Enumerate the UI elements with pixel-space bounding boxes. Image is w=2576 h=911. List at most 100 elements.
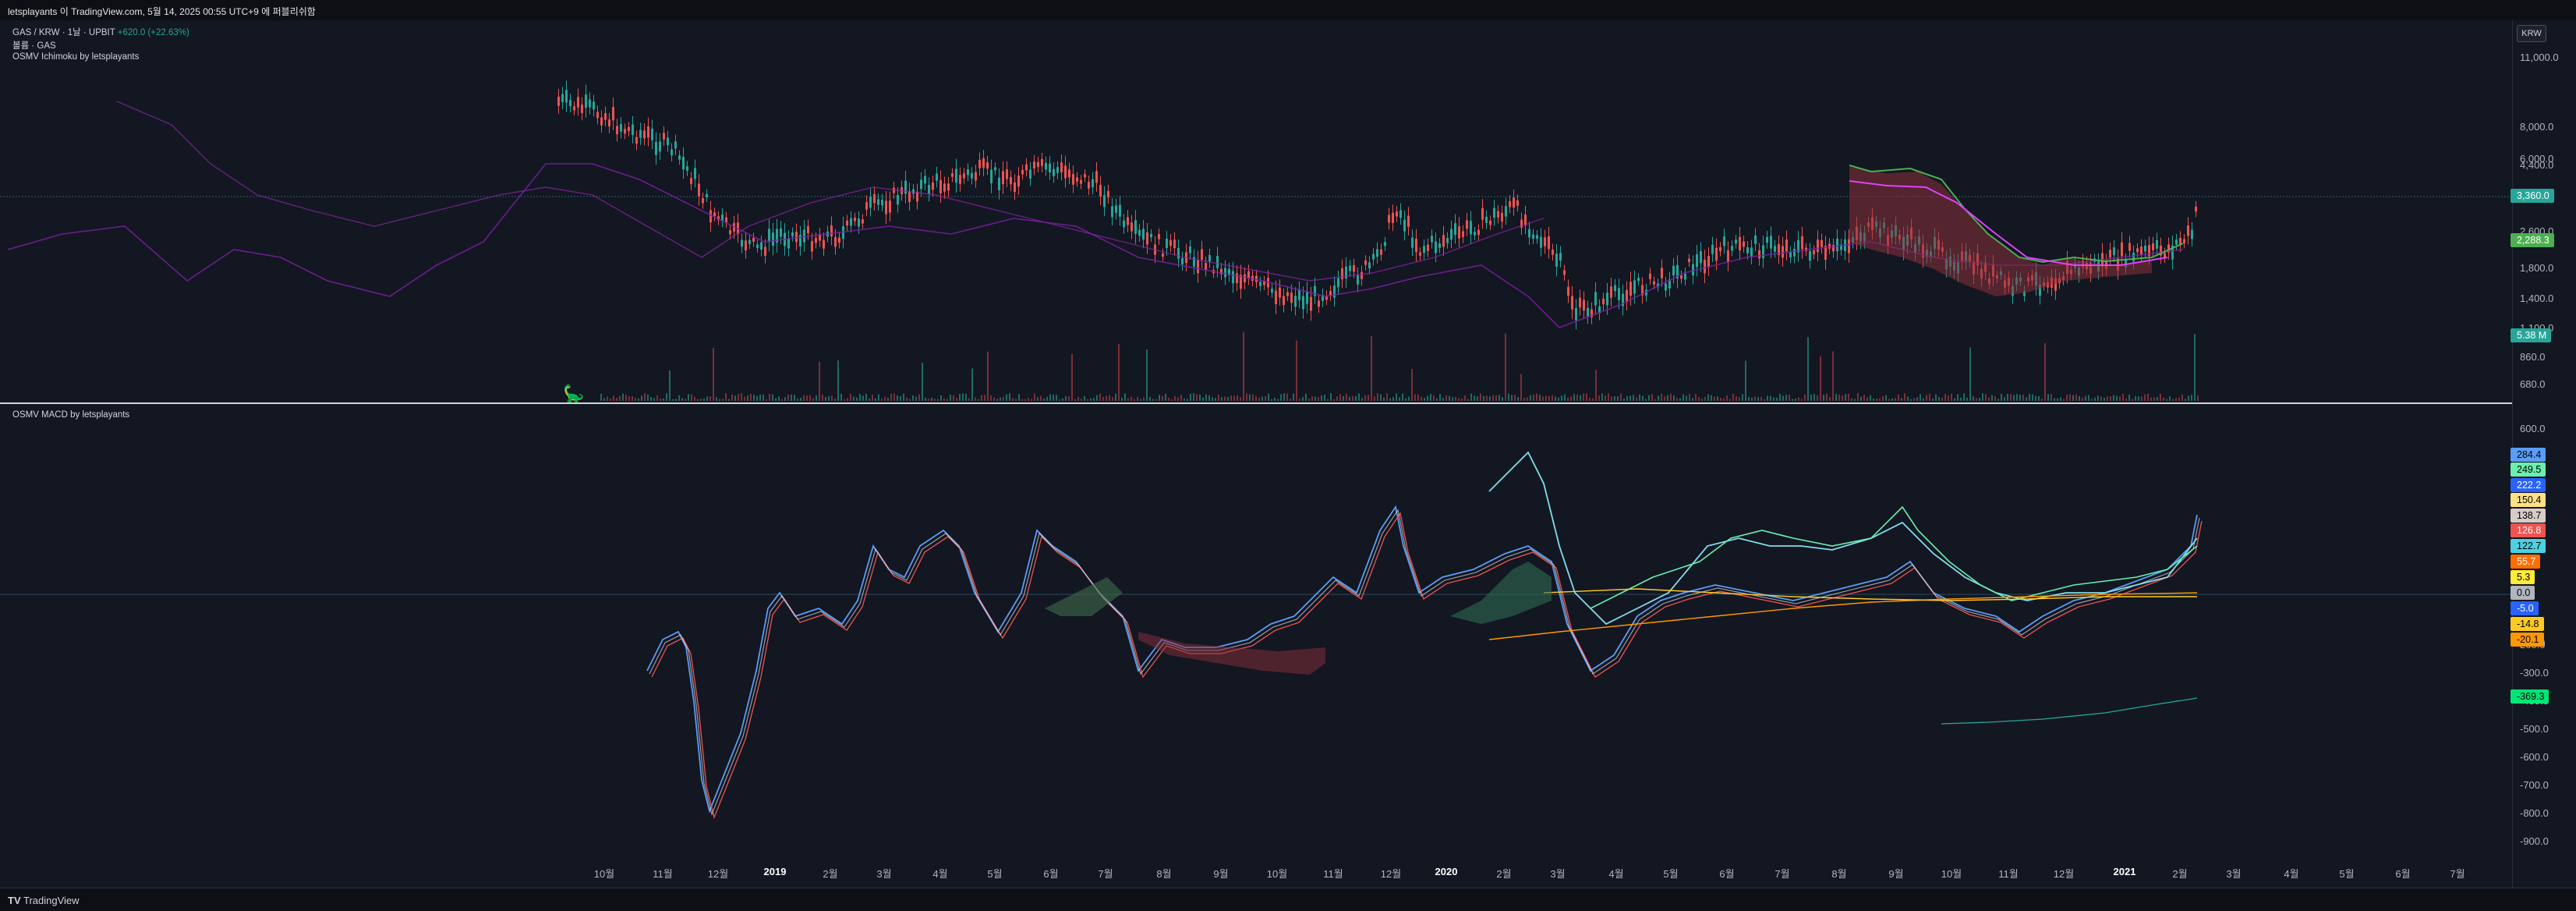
volume-bar — [2141, 396, 2143, 401]
volume-bar — [1938, 397, 1940, 401]
candle-body — [854, 218, 856, 222]
candle-body — [2132, 253, 2135, 262]
volume-legend[interactable]: 볼륨 · GAS — [12, 41, 56, 51]
candle-body — [963, 173, 965, 179]
volume-bar — [2010, 394, 2012, 401]
candle-body — [1228, 268, 1230, 275]
volume-bar — [1642, 395, 1644, 401]
candle-body — [1661, 268, 1663, 278]
volume-bar — [1392, 396, 1394, 401]
volume-bar — [1935, 394, 1937, 401]
pane-divider[interactable] — [0, 402, 2512, 404]
volume-bar — [1592, 398, 1594, 401]
candle-body — [1782, 246, 1784, 258]
time-axis-label: 6월 — [1043, 868, 1059, 880]
volume-bar — [1948, 395, 1949, 401]
volume-bar — [1159, 395, 1160, 401]
volume-bar — [990, 395, 992, 401]
volume-bar — [1614, 396, 1615, 401]
candle-body — [1828, 243, 1831, 249]
candle-body — [1060, 162, 1063, 172]
macd-legend[interactable]: OSMV MACD by letsplayants — [12, 410, 130, 420]
candle-body — [1189, 246, 1191, 253]
volume-bar — [647, 394, 649, 401]
volume-bar — [1361, 398, 1363, 401]
candle-body — [1072, 174, 1074, 185]
macd-axis-label: -600.0 — [2520, 751, 2549, 763]
volume-bar — [1237, 395, 1238, 401]
candle-body — [951, 173, 954, 177]
candle-body — [1049, 163, 1051, 172]
macd-fast-line — [649, 509, 2200, 816]
volume-bar — [906, 397, 908, 401]
volume-bar — [1003, 396, 1004, 401]
volume-bar — [697, 399, 699, 401]
publish-caption: letsplayants 이 TradingView.com, 5월 14, 2… — [8, 6, 316, 17]
volume-bar — [1701, 399, 1703, 401]
candle-body — [678, 155, 681, 160]
volume-bar — [1901, 398, 1902, 401]
macd-histogram-positive — [1450, 562, 1552, 624]
currency-selector[interactable]: KRW — [2517, 25, 2546, 42]
slow-orange-line — [1488, 592, 2198, 640]
volume-bar — [2047, 394, 2049, 401]
candle-body — [2179, 238, 2181, 246]
candle-body — [1462, 231, 1464, 237]
candle-body — [912, 189, 915, 194]
volume-bar — [1015, 399, 1017, 401]
candle-body — [635, 136, 638, 144]
volume-bar — [1283, 393, 1285, 401]
volume-bar — [1031, 399, 1032, 401]
volume-bar — [1180, 395, 1182, 401]
candle-body — [1602, 298, 1605, 305]
volume-bar — [1979, 398, 1980, 401]
volume-bar — [2019, 395, 2021, 401]
volume-bar — [775, 398, 777, 401]
candle-body — [1505, 206, 1507, 217]
volume-bar — [1658, 395, 1659, 401]
candle-body — [1727, 250, 1729, 263]
volume-bar — [700, 398, 702, 401]
volume-bar — [1040, 395, 1042, 401]
volume-bar — [716, 397, 717, 401]
brand-text: TradingView — [23, 895, 80, 906]
volume-bar — [766, 399, 767, 401]
volume-bar — [2188, 395, 2189, 401]
volume-bar — [1729, 399, 1731, 401]
volume-bar — [1168, 397, 1169, 401]
volume-bar — [1966, 397, 1968, 401]
volume-bar — [853, 396, 855, 401]
chart-area[interactable]: 🦕 — [0, 20, 2512, 888]
volume-bar — [1832, 351, 1834, 401]
candle-body — [1376, 249, 1378, 257]
volume-bar — [2022, 394, 2024, 401]
volume-bar — [1589, 397, 1591, 401]
volume-bar — [1645, 399, 1647, 401]
volume-bar — [981, 395, 982, 401]
candle-body — [1598, 306, 1601, 314]
volume-bar — [672, 399, 674, 401]
volume-bar — [675, 399, 677, 401]
volume-bar — [1433, 395, 1435, 401]
candle-body — [713, 212, 716, 217]
candle-body — [1516, 200, 1519, 206]
macd-value-tag: 138.7 — [2511, 509, 2546, 523]
volume-bar — [2016, 394, 2018, 401]
time-axis-label: 2021 — [2113, 866, 2136, 877]
volume-bar — [1514, 395, 1516, 401]
volume-bar — [1274, 397, 1276, 401]
time-axis-label: 12월 — [2053, 868, 2075, 880]
volume-bar — [2001, 393, 2002, 401]
chart-canvas[interactable]: 🦕 — [0, 20, 2512, 888]
macd-histogram-positive — [1045, 577, 1123, 616]
volume-bar — [1910, 399, 1912, 401]
volume-bar — [2085, 395, 2086, 401]
ichimoku-legend[interactable]: OSMV Ichimoku by letsplayants — [12, 52, 140, 62]
volume-bar — [840, 394, 842, 401]
volume-bar — [1477, 396, 1478, 401]
symbol-legend[interactable]: GAS / KRW · 1날 · UPBIT +620.0 (+22.63%) — [12, 26, 189, 38]
candle-body — [772, 232, 774, 246]
volume-bar — [1779, 393, 1781, 401]
volume-bar — [928, 399, 929, 401]
volume-bar — [1458, 398, 1460, 401]
